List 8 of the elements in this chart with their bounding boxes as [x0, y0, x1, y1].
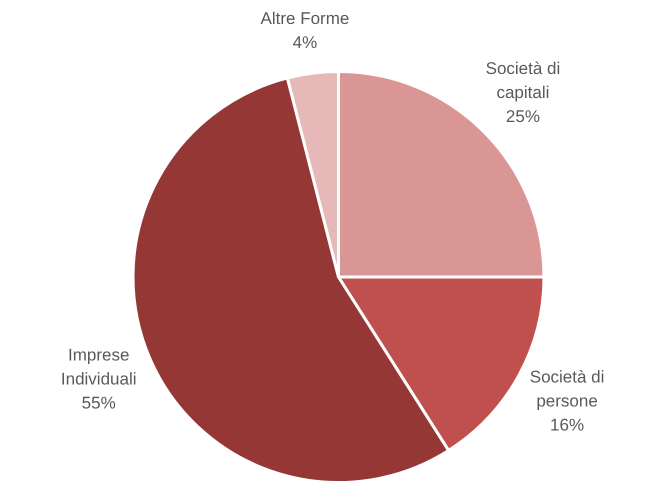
slice-label: Imprese Individuali [60, 346, 136, 389]
data-label: 55% [82, 394, 116, 413]
slice-label: Società di persone [530, 368, 604, 411]
data-label: 25% [506, 107, 540, 126]
slice-label: Altre Forme [260, 9, 350, 28]
data-label: 16% [550, 416, 584, 435]
data-label: 4% [292, 33, 318, 52]
slice-label: Società di capitali [486, 59, 560, 102]
